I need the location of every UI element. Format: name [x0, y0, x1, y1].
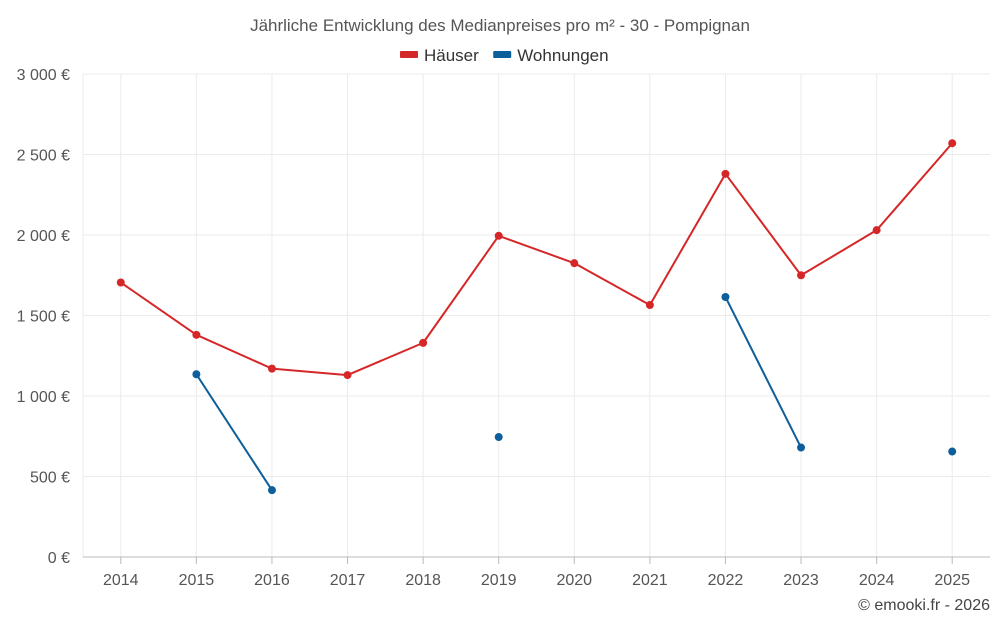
legend-label: Wohnungen	[517, 46, 608, 65]
data-point[interactable]	[797, 271, 806, 280]
data-point[interactable]	[494, 231, 503, 240]
data-point[interactable]	[721, 292, 730, 301]
series-wohnungen	[192, 292, 957, 495]
series-layer	[116, 139, 957, 495]
y-tick-label: 0 €	[48, 550, 70, 567]
y-tick-label: 3 000 €	[17, 67, 70, 84]
data-point[interactable]	[645, 301, 654, 310]
y-tick-label: 1 000 €	[17, 389, 70, 406]
legend-label: Häuser	[424, 46, 479, 65]
x-tick-label: 2018	[405, 572, 441, 589]
x-tick-label: 2020	[556, 572, 592, 589]
data-point[interactable]	[343, 371, 352, 380]
y-tick-label: 500 €	[30, 470, 70, 487]
credit-text: © emooki.fr - 2026	[858, 597, 990, 614]
data-point[interactable]	[267, 364, 276, 373]
data-point[interactable]	[419, 338, 428, 347]
x-tick-label: 2023	[783, 572, 819, 589]
series-line	[724, 296, 802, 448]
x-tick-label: 2016	[254, 572, 290, 589]
data-point[interactable]	[494, 433, 503, 442]
legend-item[interactable]: Wohnungen	[493, 46, 609, 65]
data-point[interactable]	[570, 259, 579, 268]
x-tick-label: 2019	[481, 572, 517, 589]
y-tick-label: 2 500 €	[17, 148, 70, 165]
x-tick-label: 2017	[330, 572, 366, 589]
legend-item[interactable]: Häuser	[400, 46, 479, 65]
x-tick-label: 2015	[179, 572, 215, 589]
legend-swatch	[493, 51, 512, 58]
legend: Häuser Wohnungen	[400, 46, 609, 65]
legend-swatch	[400, 51, 418, 58]
data-point[interactable]	[872, 226, 881, 235]
x-tick-label: 2024	[859, 572, 895, 589]
data-point[interactable]	[116, 278, 125, 287]
series-häuser	[116, 139, 957, 380]
data-point[interactable]	[948, 139, 957, 148]
data-point[interactable]	[192, 330, 201, 339]
data-point[interactable]	[721, 169, 730, 178]
chart-title: Jährliche Entwicklung des Medianpreises …	[250, 16, 750, 35]
y-tick-label: 2 000 €	[17, 228, 70, 245]
axes: 0 € 500 € 1 000 € 1 500 € 2 000 € 2 500 € 3 00…	[17, 67, 990, 589]
x-tick-label: 2022	[708, 572, 744, 589]
series-line	[195, 373, 273, 491]
data-point[interactable]	[267, 486, 276, 495]
y-tick-label: 1 500 €	[17, 309, 70, 326]
data-point[interactable]	[797, 443, 806, 452]
x-tick-label: 2021	[632, 572, 668, 589]
series-line	[120, 142, 953, 377]
x-tick-label: 2014	[103, 572, 139, 589]
data-point[interactable]	[192, 370, 201, 379]
x-tick-label: 2025	[934, 572, 970, 589]
data-point[interactable]	[948, 447, 957, 456]
grid	[82, 73, 990, 557]
